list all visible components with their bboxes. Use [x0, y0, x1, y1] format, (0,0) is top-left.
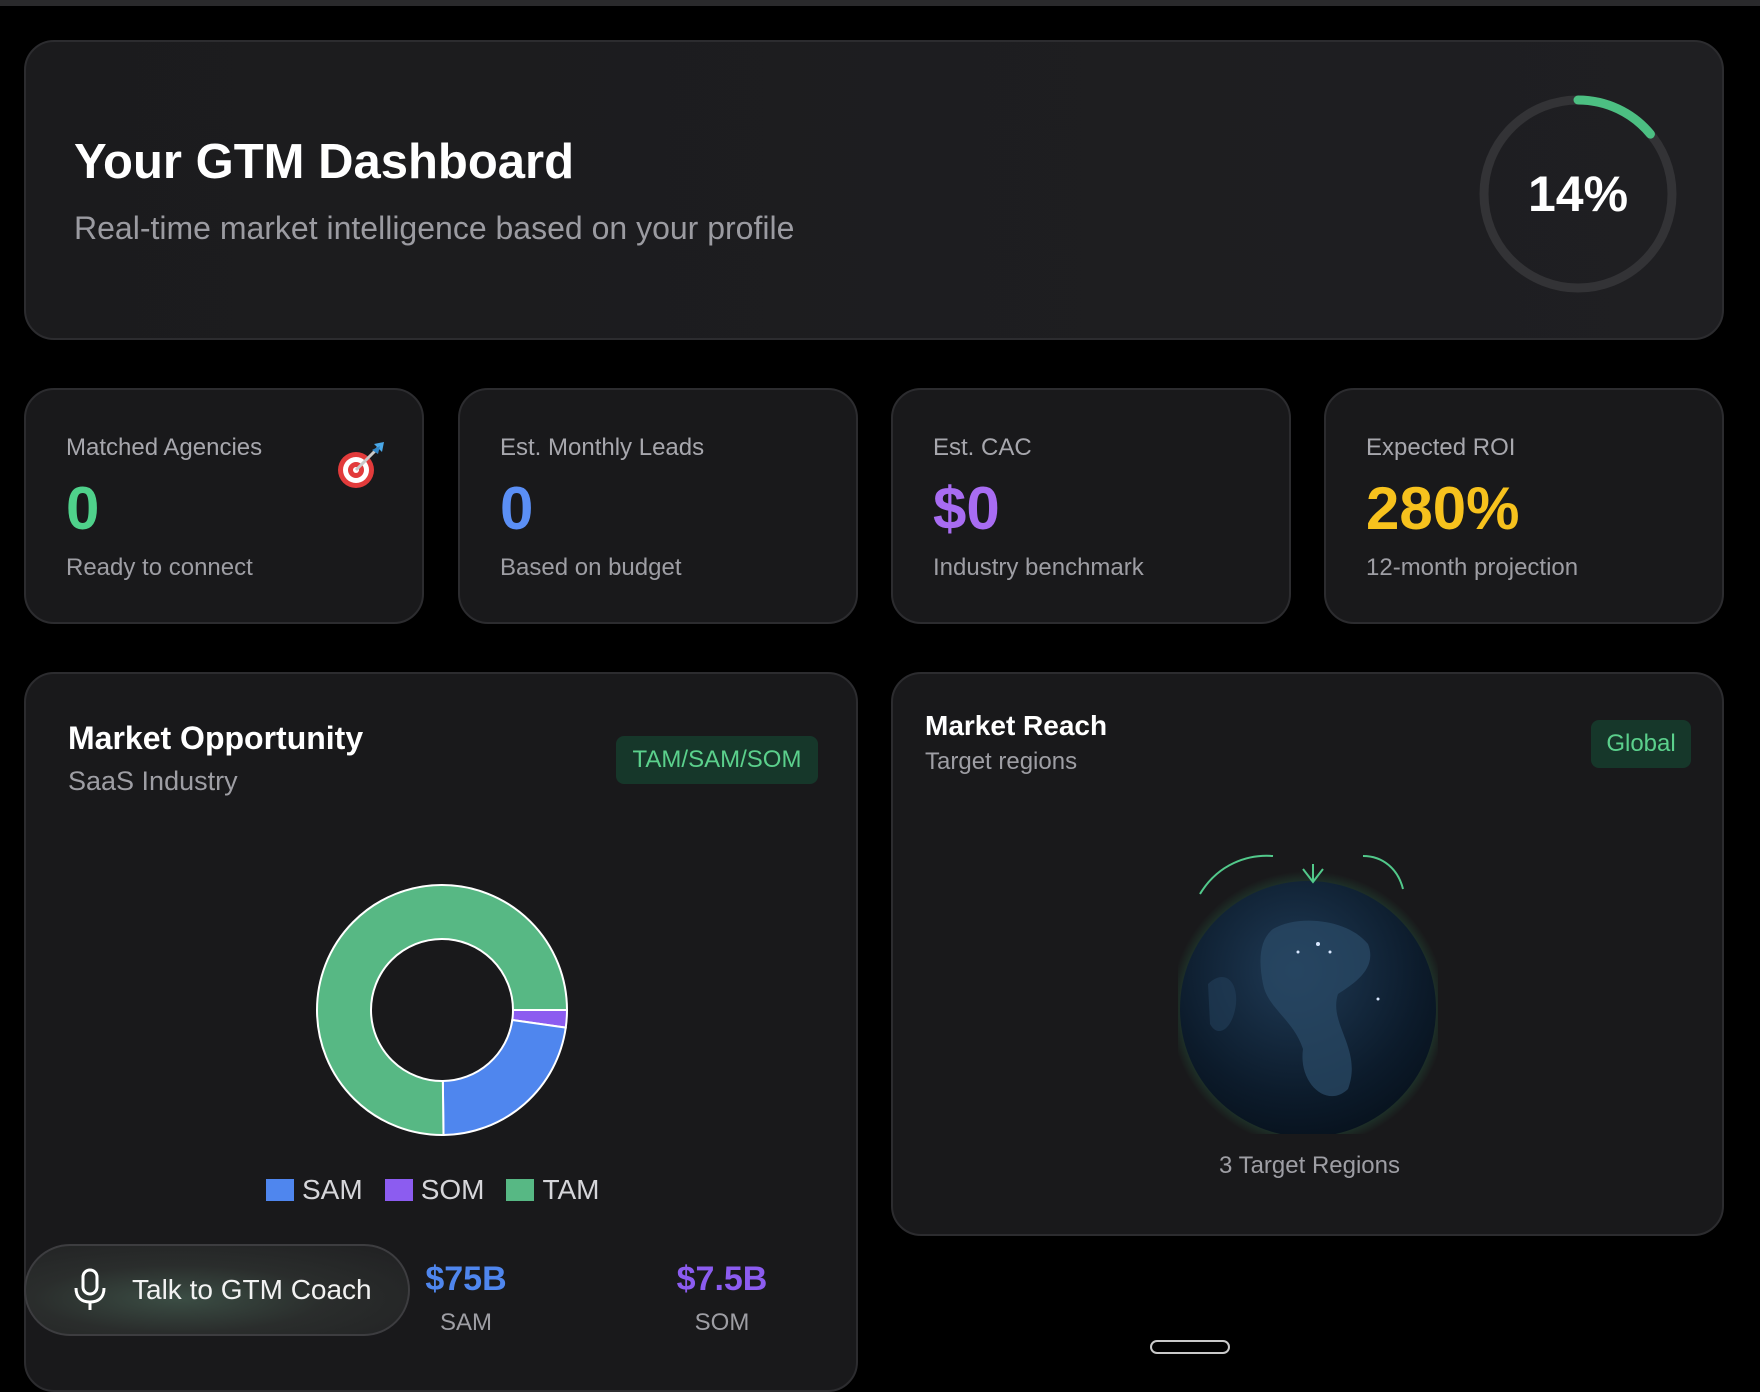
- global-badge: Global: [1591, 720, 1691, 768]
- legend-swatch: [384, 1179, 413, 1201]
- stat-note: 12-month projection: [1366, 554, 1579, 581]
- target-regions-caption: 3 Target Regions: [1218, 1152, 1400, 1179]
- legend-label: SOM: [420, 1174, 485, 1205]
- legend-item-sam[interactable]: SAM: [266, 1174, 363, 1206]
- legend-swatch: [266, 1179, 294, 1201]
- stat-label: Est. CAC: [933, 434, 1032, 461]
- tam-sam-som-badge: TAM/SAM/SOM: [616, 736, 818, 784]
- legend-swatch: [506, 1179, 535, 1201]
- chart-legend: SAM SOM TAM: [266, 1174, 600, 1206]
- stat-card-monthly-leads[interactable]: Est. Monthly Leads 0 Based on budget: [458, 388, 858, 624]
- globe-icon[interactable]: [1178, 834, 1438, 1134]
- stat-note: Ready to connect: [66, 554, 253, 581]
- legend-item-tam[interactable]: TAM: [506, 1174, 600, 1206]
- stat-value: 0: [500, 475, 534, 542]
- stat-card-roi[interactable]: Expected ROI 280% 12-month projection: [1324, 388, 1724, 624]
- summary-sam: $75B SAM: [366, 1260, 566, 1337]
- stat-value: 0: [66, 475, 100, 542]
- panel-title: Market Reach: [925, 710, 1108, 741]
- panel-subtitle: Target regions: [925, 748, 1078, 775]
- panel-title: Market Opportunity: [68, 720, 364, 756]
- stat-note: Based on budget: [500, 554, 682, 581]
- stat-label: Est. Monthly Leads: [500, 434, 705, 461]
- page-subtitle: Real-time market intelligence based on y…: [74, 210, 795, 246]
- summary-value: $75B: [425, 1260, 507, 1298]
- page-title: Your GTM Dashboard: [74, 135, 575, 189]
- progress-ring-graphic: [1479, 95, 1677, 293]
- legend-label: TAM: [542, 1174, 600, 1205]
- talk-to-coach-button[interactable]: Talk to GTM Coach: [24, 1244, 410, 1336]
- dart-target-icon: [338, 442, 384, 488]
- summary-label: SOM: [694, 1309, 750, 1336]
- stat-value: $0: [933, 475, 1000, 542]
- top-border: [0, 0, 1760, 6]
- panel-subtitle: SaaS Industry: [68, 766, 238, 796]
- market-donut-chart: [316, 884, 569, 1137]
- stat-label: Expected ROI: [1366, 434, 1516, 461]
- microphone-icon: [74, 1268, 106, 1310]
- dashboard-header-card: Your GTM Dashboard Real-time market inte…: [24, 40, 1724, 340]
- coach-button-label: Talk to GTM Coach: [132, 1274, 372, 1305]
- stat-value: 280%: [1366, 475, 1520, 542]
- summary-label: SAM: [439, 1309, 492, 1336]
- stat-card-cac[interactable]: Est. CAC $0 Industry benchmark: [891, 388, 1291, 624]
- progress-arc: [1479, 95, 1677, 293]
- summary-som: $7.5B SOM: [622, 1260, 822, 1337]
- donut-slice-tam[interactable]: [316, 884, 569, 1136]
- stat-label: Matched Agencies: [66, 434, 263, 461]
- legend-item-som[interactable]: SOM: [384, 1174, 485, 1206]
- home-indicator[interactable]: [1150, 1340, 1230, 1354]
- stat-note: Industry benchmark: [933, 554, 1144, 581]
- summary-value: $7.5B: [676, 1260, 768, 1298]
- progress-ring: 14%: [1472, 88, 1684, 300]
- donut-slice-sam[interactable]: [441, 1018, 567, 1137]
- progress-percent: 14%: [1527, 166, 1629, 222]
- market-reach-card: Market Reach Target regions Global 3 Tar…: [891, 672, 1724, 1236]
- stat-card-matched-agencies[interactable]: Matched Agencies 0 Ready to connect: [24, 388, 424, 624]
- legend-label: SAM: [302, 1174, 363, 1205]
